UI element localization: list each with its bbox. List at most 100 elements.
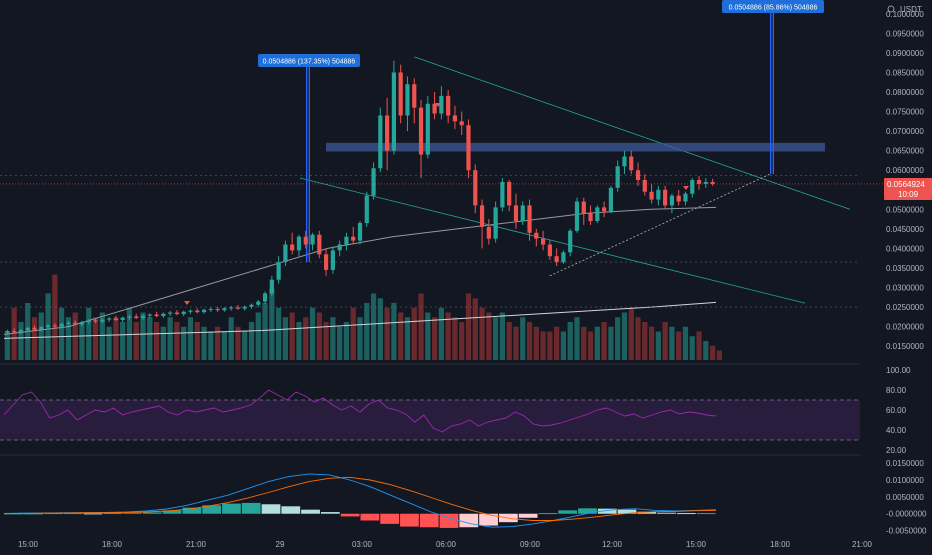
volume-bar [526,322,533,360]
candle-body [527,205,532,233]
candle-body [540,238,546,245]
volume-bar [282,317,289,360]
candle-body [12,330,17,333]
price-tick-label: 0.0500000 [886,205,924,214]
volume-bar [499,312,506,360]
candle-body [351,236,356,241]
candle-body [378,115,383,169]
candle-body [330,250,335,270]
volume-bar [452,317,458,360]
candle-body [79,321,85,325]
volume-bar [574,317,580,360]
candle-body [59,323,64,327]
macd-histogram-bar [261,504,281,514]
volume-bar [221,331,227,360]
volume-bar [391,303,397,360]
volume-bar [682,326,689,360]
volume-bar [214,326,221,360]
measure-fill [306,64,310,263]
volume-bar [547,331,553,360]
labels-layer: 0.0504886 (137.35%) 504886 0.0504886 (85.… [0,0,932,200]
volume-bar [669,326,675,360]
candle-body [547,244,552,257]
volume-bar [560,331,567,360]
candle-body [323,254,329,270]
candle-body [439,95,444,114]
candle-body [364,195,369,224]
candle-body [656,189,661,200]
macd-histogram-bar [202,505,222,514]
macd-histogram-bar [578,508,597,514]
price-tick-label: 0.0850000 [886,68,924,77]
candle-body [201,309,207,313]
volume-bar [31,317,38,360]
volume-bar [255,312,261,360]
volume-bar [269,288,275,360]
macd-histogram-bar [439,513,459,528]
volume-bar [493,317,499,360]
macd-histogram-bar [142,512,162,514]
candle-body [113,318,118,320]
currency-label: USDT ⁣ [900,5,924,14]
candle-body [161,313,166,317]
time-tick-label: 18:00 [770,540,791,549]
volume-bar [431,317,438,360]
candle-body [310,234,315,245]
rsi-tick-label: 20.00 [886,446,907,455]
measure-label-box [258,54,360,67]
rsi-tick-label: 100.00 [886,366,911,375]
volume-bar [615,317,621,360]
price-tick-label: 0.0150000 [886,342,924,351]
resistance-zone[interactable] [326,142,825,152]
candle-body [554,256,559,263]
candle-body [140,315,146,319]
candle-body [486,226,491,239]
macd-histogram-bar [182,507,202,514]
candle-body [174,312,180,315]
candle-body [52,325,57,327]
price-badge[interactable] [884,177,932,200]
candle-body [649,191,654,200]
channel-lower-line[interactable] [299,177,806,304]
support-trend-line[interactable] [549,173,771,277]
volume-bar [262,303,268,360]
volume-bar [703,341,709,360]
volume-bar [174,322,180,360]
volume-bar [696,331,702,360]
macd-histogram-bar [676,513,696,515]
rsi-tick-label: 80.00 [886,386,907,395]
volume-bar [350,307,356,360]
candle-body [127,316,132,318]
candle-body [208,309,213,311]
macd-histogram-bar [538,513,558,515]
volume-bar [676,331,682,360]
volume-bar [187,317,194,360]
candle-body [249,304,254,307]
macd-histogram-bar [380,513,400,524]
price-badge-countdown: 10:09 [898,190,919,199]
volume-bar [4,331,10,360]
candle-body [215,309,220,311]
volume-bar [147,317,153,360]
volume-bar [153,322,160,360]
volume-bar [364,303,370,360]
volume-bar [533,326,539,360]
volume-bar [126,307,133,360]
volume-bar [554,326,560,360]
macd-histogram-bar [419,513,439,528]
currency-icon[interactable] [887,5,895,13]
volume-bar [459,322,465,360]
candle-body [534,232,539,239]
volume-bar [438,307,444,360]
candle-body [595,207,600,222]
signal-marker [184,301,190,305]
volume-bar [418,293,424,360]
volume-bar [309,307,316,360]
macd-histogram-bar [518,513,538,518]
candle-body [5,330,10,333]
candle-body [615,166,620,188]
macd-histogram-bar [162,510,182,514]
volume-bar [587,331,594,360]
